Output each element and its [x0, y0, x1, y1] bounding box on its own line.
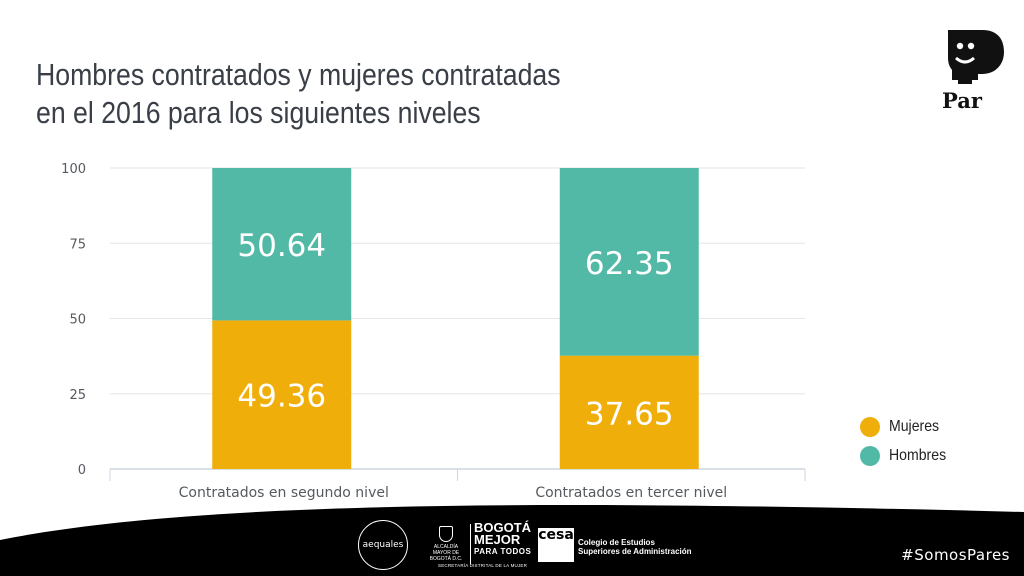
- hashtag: #SomosPares: [901, 546, 1010, 564]
- y-tick-label: 75: [69, 237, 86, 252]
- legend: Mujeres Hombres: [860, 412, 954, 470]
- y-tick-label: 25: [69, 388, 86, 403]
- data-label-hombres-1: 50.64: [237, 228, 326, 264]
- bar-mujeres-2: [559, 355, 699, 469]
- data-label-mujeres-2: 37.65: [585, 396, 674, 432]
- chart-title: Hombres contratados y mujeres contratada…: [36, 56, 561, 132]
- bar-mujeres-1: [212, 320, 352, 469]
- x-category-label: Contratados en segundo nivel: [179, 485, 389, 501]
- secretaria-text: SECRETARÍA DISTRITAL DE LA MUJER: [438, 563, 528, 568]
- y-tick-label: 0: [78, 463, 86, 478]
- bar-hombres-2: [559, 168, 699, 356]
- legend-label-mujeres: Mujeres: [889, 417, 940, 435]
- chart-title-line-2: en el 2016 para los siguientes niveles: [36, 95, 481, 130]
- par-logo-text: Par: [942, 88, 982, 113]
- bogota-mejor-logo: BOGOTÁ MEJOR PARA TODOS: [474, 520, 532, 558]
- alcaldia-logo: ALCALDÍA MAYOR DE BOGOTÁ D.C.: [426, 526, 466, 562]
- cesa-text: Colegio de Estudios Superiores de Admini…: [578, 538, 692, 556]
- cesa-text-line-1: Colegio de Estudios: [578, 538, 655, 547]
- bar-hombres-1: [212, 168, 352, 321]
- legend-label-hombres: Hombres: [889, 446, 947, 464]
- legend-swatch-hombres: [860, 445, 880, 466]
- sponsor-divider: [470, 524, 471, 564]
- shield-icon: [439, 526, 453, 542]
- bogota-line-3: PARA TODOS: [474, 547, 532, 556]
- par-logo-icon: [948, 30, 1004, 84]
- cesa-text-line-2: Superiores de Administración: [578, 547, 692, 556]
- bogota-line-2: MEJOR: [474, 532, 521, 547]
- alcaldia-text: ALCALDÍA MAYOR DE BOGOTÁ D.C.: [429, 544, 463, 562]
- bogota-line-1: BOGOTÁ: [474, 520, 532, 535]
- chart-title-line-1: Hombres contratados y mujeres contratada…: [36, 57, 561, 92]
- y-tick-label: 100: [61, 162, 86, 177]
- aequales-logo: aequales: [358, 520, 408, 570]
- legend-item-mujeres: Mujeres: [860, 412, 954, 441]
- legend-item-hombres: Hombres: [860, 441, 954, 470]
- data-label-hombres-2: 62.35: [585, 246, 674, 282]
- cesa-logo: cesa: [538, 528, 574, 562]
- data-label-mujeres-1: 49.36: [237, 379, 326, 415]
- legend-swatch-mujeres: [860, 416, 880, 437]
- x-category-label: Contratados en tercer nivel: [535, 485, 727, 501]
- y-tick-label: 50: [69, 313, 86, 328]
